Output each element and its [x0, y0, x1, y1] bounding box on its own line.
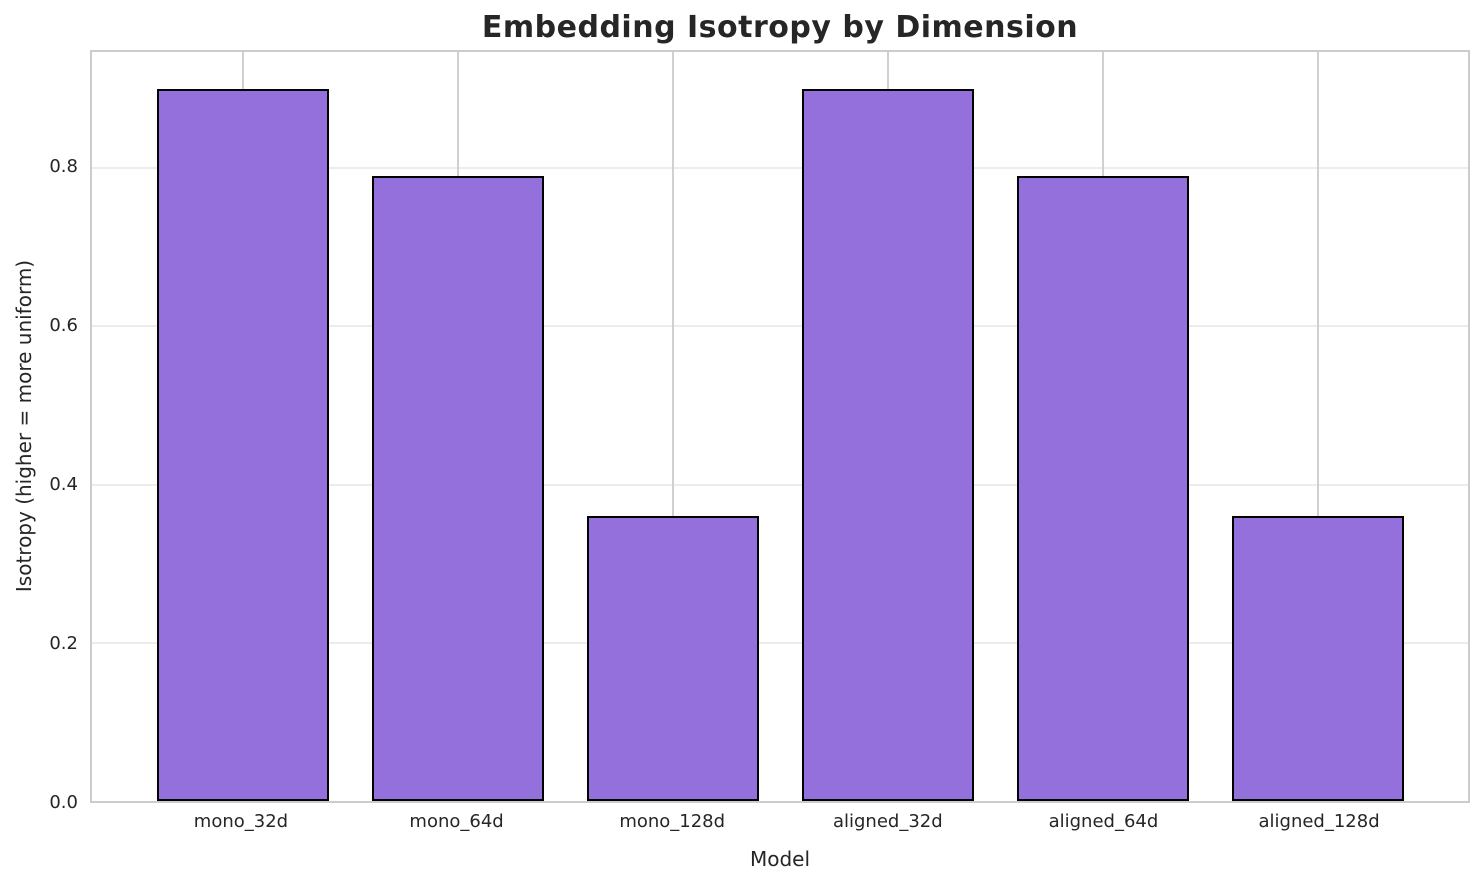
- y-tick-label: 0.0: [49, 792, 78, 813]
- gridline-vertical: [671, 52, 674, 801]
- y-tick-label: 0.8: [49, 155, 78, 177]
- plot-area: [90, 50, 1470, 803]
- bar-mono_32d: [156, 89, 329, 801]
- bar-mono_128d: [586, 516, 759, 801]
- gridline-vertical: [1316, 52, 1319, 801]
- x-tick-label-mono_32d: mono_32d: [193, 811, 289, 832]
- x-tick-label-aligned_128d: aligned_128d: [1258, 811, 1380, 832]
- chart-title: Embedding Isotropy by Dimension: [481, 10, 1079, 45]
- y-axis-label: Isotropy (higher = more uniform): [12, 259, 36, 593]
- bar-aligned_32d: [801, 89, 974, 801]
- gridline-horizontal: [92, 483, 1468, 486]
- x-tick-label-mono_64d: mono_64d: [409, 811, 504, 832]
- y-tick-label: 0.6: [49, 314, 78, 336]
- x-tick-label-aligned_32d: aligned_32d: [832, 811, 943, 832]
- y-tick-label: 0.4: [49, 473, 78, 495]
- x-tick-label-aligned_64d: aligned_64d: [1048, 811, 1159, 832]
- bar-aligned_64d: [1016, 176, 1189, 801]
- gridline-horizontal: [92, 325, 1468, 328]
- bar-mono_64d: [371, 176, 544, 801]
- y-tick-label: 0.2: [49, 632, 78, 654]
- x-tick-label-mono_128d: mono_128d: [619, 811, 726, 832]
- x-axis-label: Model: [749, 847, 811, 871]
- bar-aligned_128d: [1231, 516, 1404, 801]
- gridline-horizontal: [92, 167, 1468, 170]
- gridline-horizontal: [92, 641, 1468, 644]
